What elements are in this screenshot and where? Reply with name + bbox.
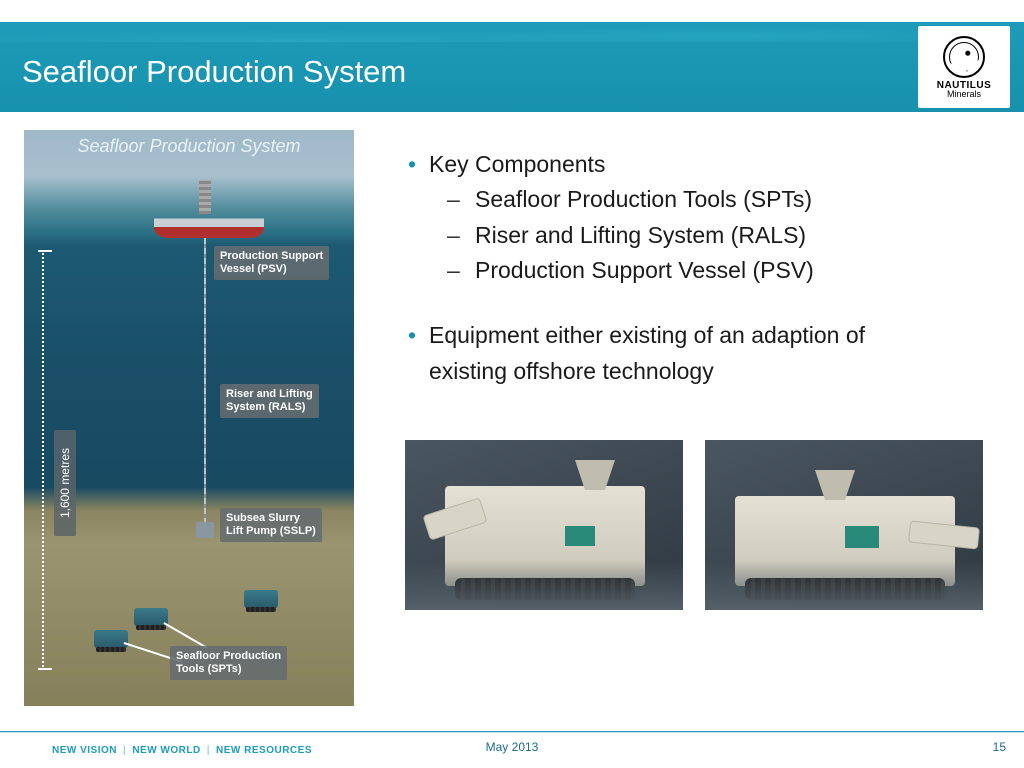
bullet-text: Key Components	[429, 148, 605, 181]
depth-scale	[42, 250, 48, 670]
nautilus-shell-icon	[943, 36, 985, 78]
logo-text-line2: Minerals	[947, 89, 981, 99]
sub-bullet-text: Seafloor Production Tools (SPTs)	[475, 183, 812, 216]
bullet-marker: •	[395, 148, 429, 181]
spt-graphic	[244, 590, 278, 608]
dash-marker: –	[447, 219, 475, 252]
bullet-marker: •	[395, 319, 429, 352]
slide-body-text: • Key Components – Seafloor Production T…	[395, 148, 995, 388]
psv-ship-graphic	[154, 210, 264, 238]
bullet-item: • Equipment either existing of an adapti…	[395, 319, 995, 352]
sslp-graphic	[196, 522, 214, 538]
depth-label: 1,600 metres	[54, 430, 76, 536]
sub-bullet-item: – Riser and Lifting System (RALS)	[447, 219, 995, 252]
psv-label: Production SupportVessel (PSV)	[214, 246, 329, 280]
equipment-photo	[705, 440, 983, 610]
sub-bullet-item: – Production Support Vessel (PSV)	[447, 254, 995, 287]
bullet-text-continuation: existing offshore technology	[429, 355, 995, 388]
connector-line	[164, 622, 208, 648]
sslp-label: Subsea SlurryLift Pump (SSLP)	[220, 508, 322, 542]
mining-machine-graphic	[445, 486, 645, 586]
dash-marker: –	[447, 183, 475, 216]
slide-title: Seafloor Production System	[22, 54, 406, 90]
spt-label: Seafloor ProductionTools (SPTs)	[170, 646, 287, 680]
sub-bullet-text: Production Support Vessel (PSV)	[475, 254, 814, 287]
seafloor-system-diagram: Seafloor Production System Production Su…	[24, 130, 354, 706]
equipment-photo-row	[405, 440, 983, 610]
footer-page-number: 15	[993, 740, 1006, 754]
diagram-title: Seafloor Production System	[24, 136, 354, 157]
riser-graphic	[204, 238, 206, 523]
dash-marker: –	[447, 254, 475, 287]
bullet-item: • Key Components	[395, 148, 995, 181]
mining-machine-graphic	[735, 496, 955, 586]
footer-divider	[0, 731, 1024, 732]
sub-bullet-text: Riser and Lifting System (RALS)	[475, 219, 806, 252]
sub-bullet-item: – Seafloor Production Tools (SPTs)	[447, 183, 995, 216]
spt-graphic	[94, 630, 128, 648]
company-logo: NAUTILUS Minerals	[918, 26, 1010, 108]
equipment-photo	[405, 440, 683, 610]
footer-date: May 2013	[0, 740, 1024, 754]
rals-label: Riser and LiftingSystem (RALS)	[220, 384, 319, 418]
bullet-text: Equipment either existing of an adaption…	[429, 319, 865, 352]
